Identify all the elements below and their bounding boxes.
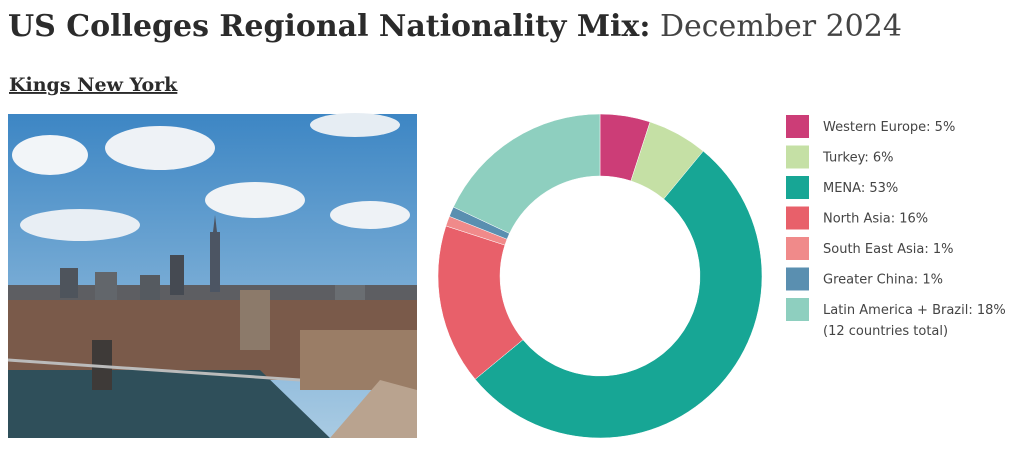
legend-label: Latin America + Brazil: 18% [823,303,1006,318]
title-light: December 2024 [660,9,902,44]
title-bold: US Colleges Regional Nationality Mix: [8,9,650,44]
legend-swatch [786,298,809,321]
legend-swatch [786,206,809,230]
legend-swatch [786,237,809,260]
donut-chart [437,113,763,439]
legend-label: Western Europe: 5% [823,120,955,135]
legend: Western Europe: 5% Turkey: 6% MENA: 53% Nor… [786,115,1006,339]
legend-swatch [786,176,809,199]
legend-swatch [786,145,809,169]
legend-note: (12 countries total) [823,324,948,339]
donut-segment [453,113,601,234]
page-title: US Colleges Regional Nationality Mix: De… [8,9,902,44]
legend-swatch [786,267,809,291]
legend-label: North Asia: 16% [823,212,928,227]
legend-label: MENA: 53% [823,181,898,196]
legend-label: South East Asia: 1% [823,242,953,257]
section-title[interactable]: Kings New York [9,74,178,96]
donut-segment [474,150,763,439]
legend-label: Turkey: 6% [822,151,894,166]
legend-swatch [786,115,809,138]
city-photo [7,113,417,438]
legend-label: Greater China: 1% [823,273,943,288]
